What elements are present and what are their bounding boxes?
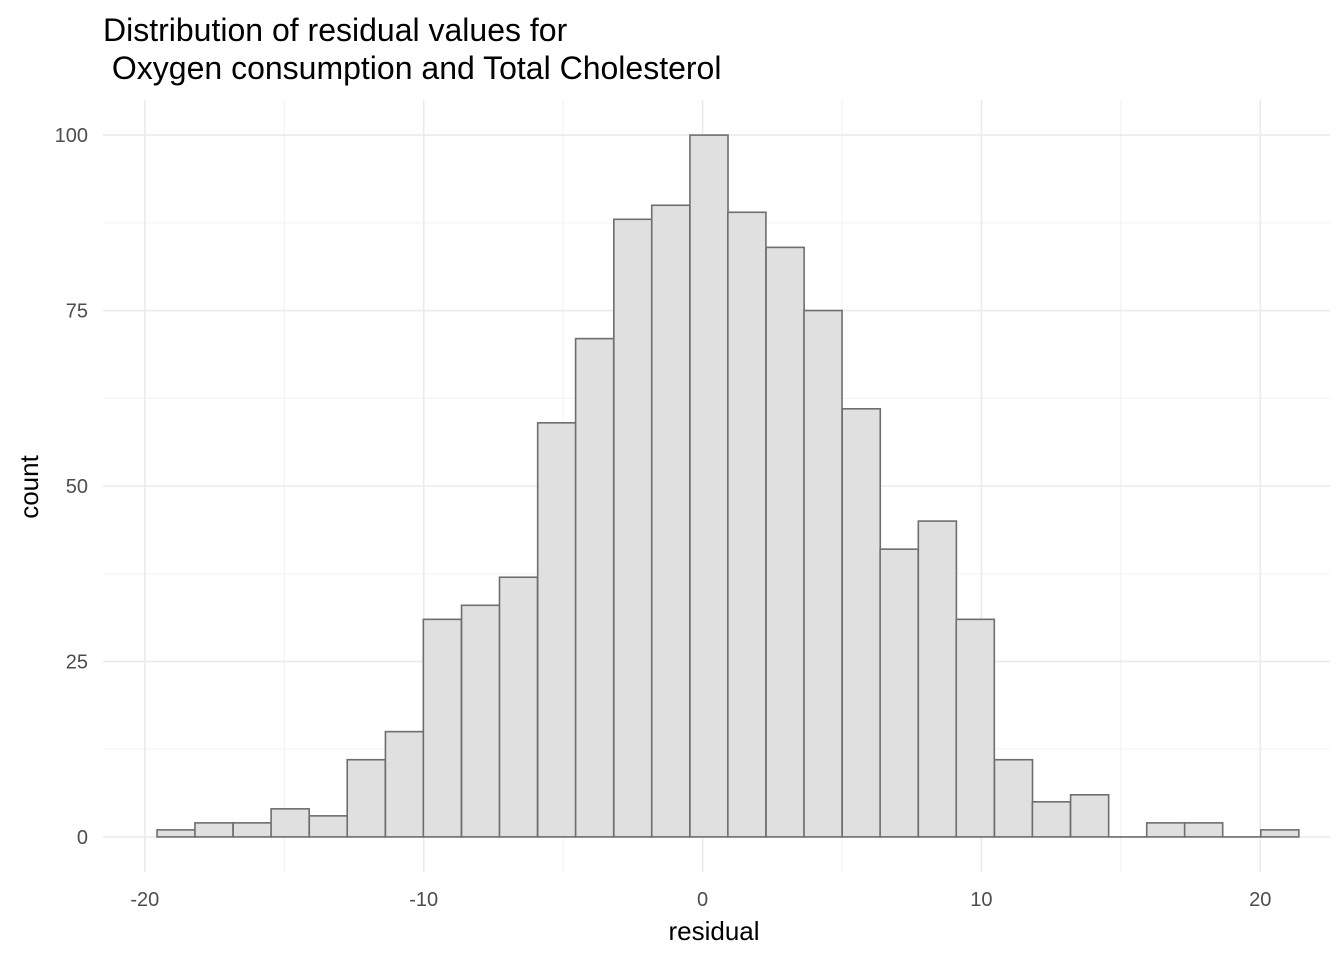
histogram-bar xyxy=(498,576,539,838)
x-tick-label: 0 xyxy=(697,889,708,911)
histogram-bar xyxy=(1069,793,1110,838)
histogram-bar xyxy=(765,246,805,838)
y-tick-label: 100 xyxy=(55,125,88,147)
histogram-bar xyxy=(156,829,196,838)
histogram-bar xyxy=(384,730,425,838)
histogram-bar xyxy=(955,618,996,838)
histogram-bar xyxy=(1183,822,1224,838)
histogram-bar xyxy=(536,422,577,838)
histogram-bar xyxy=(689,134,729,838)
histogram-bar xyxy=(194,822,234,838)
histogram-bar xyxy=(1145,822,1186,838)
histogram-bar xyxy=(803,309,843,838)
chart-title-line-2: Oxygen consumption and Total Cholesterol xyxy=(103,50,721,86)
histogram-bar xyxy=(460,604,501,838)
histogram-bar xyxy=(422,618,463,838)
histogram-bar xyxy=(232,822,273,838)
histogram-bar xyxy=(917,520,958,838)
histogram-bar xyxy=(613,218,653,838)
histogram-bar xyxy=(841,407,882,838)
y-tick-label: 25 xyxy=(66,651,88,673)
histogram-bar xyxy=(1259,829,1300,838)
y-axis-ticks: 0 25 50 75 100 xyxy=(55,125,88,849)
x-axis-title: residual xyxy=(668,916,759,946)
x-tick-label: -10 xyxy=(409,889,438,911)
x-axis-ticks: -20 -10 0 10 20 xyxy=(130,889,1271,911)
histogram-bar xyxy=(993,758,1034,838)
y-axis-title: count xyxy=(14,454,44,518)
y-tick-label: 50 xyxy=(66,476,88,498)
bars-layer xyxy=(156,134,1300,838)
histogram-bar xyxy=(1031,801,1072,838)
histogram-bar xyxy=(727,211,767,838)
y-tick-label: 75 xyxy=(66,301,88,323)
histogram-bar xyxy=(879,548,919,838)
histogram-bar xyxy=(574,337,615,838)
x-tick-label: 20 xyxy=(1249,889,1271,911)
histogram-bar xyxy=(346,758,387,838)
histogram-bar xyxy=(308,815,349,838)
x-tick-label: 10 xyxy=(970,889,992,911)
chart-title-line-1: Distribution of residual values for xyxy=(103,12,568,48)
histogram-bar xyxy=(270,808,310,838)
x-tick-label: -20 xyxy=(130,889,159,911)
y-tick-label: 0 xyxy=(77,827,88,849)
histogram-bar xyxy=(650,204,691,838)
